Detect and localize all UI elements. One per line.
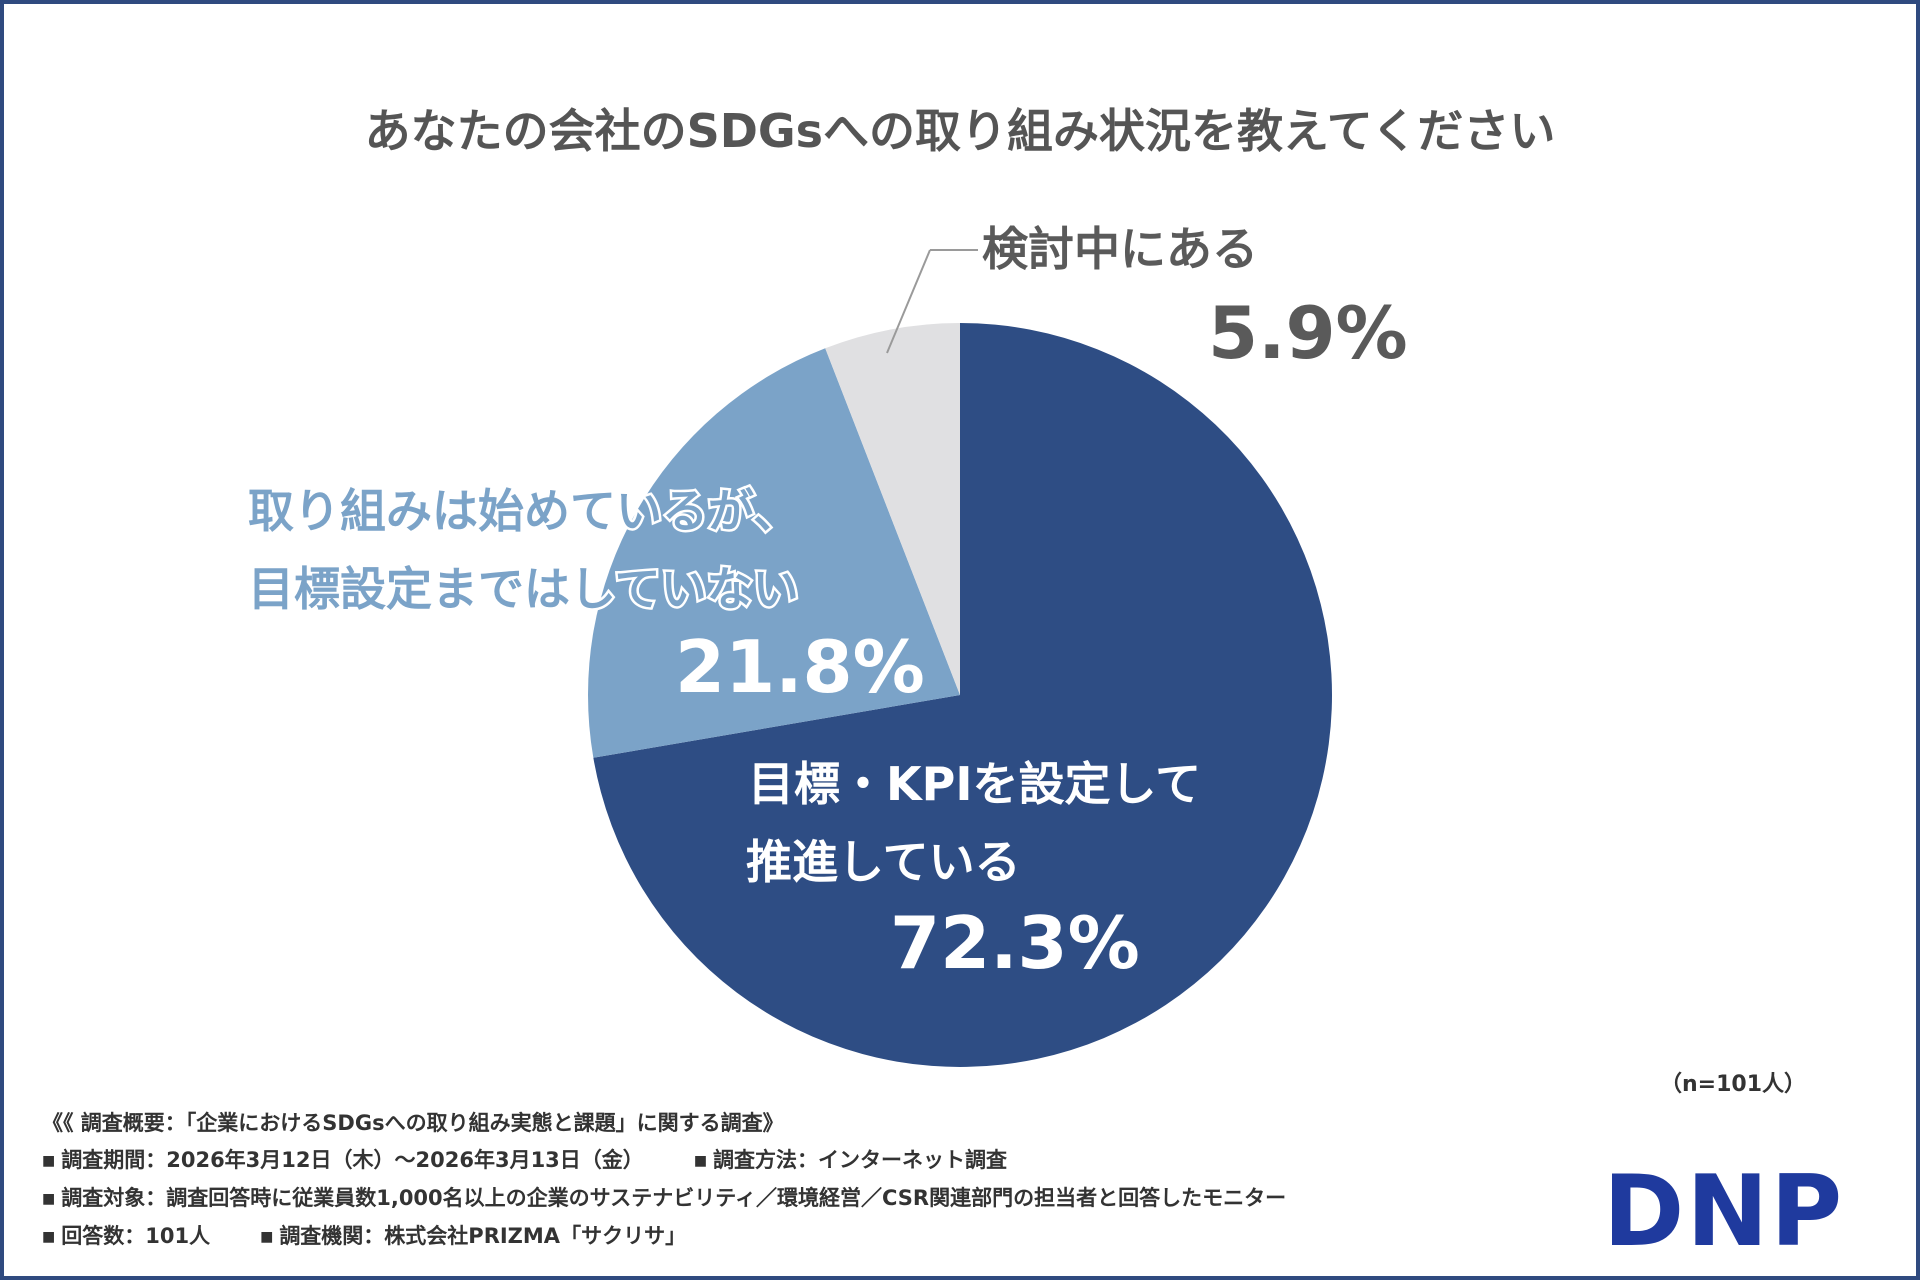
sample-size-note: （n=101人） bbox=[1660, 1072, 1807, 1097]
survey-heading: 《《 調査概要：「企業におけるSDGsへの取り組み実態と課題」に関する調査》 bbox=[42, 1111, 784, 1135]
dnp-logo: DNP bbox=[1603, 1155, 1845, 1269]
bullet-icon: ■ bbox=[42, 1229, 56, 1245]
chart-title: あなたの会社のSDGsへの取り組み状況を教えてください bbox=[364, 104, 1556, 158]
survey-respondents: 回答数：101人 bbox=[61, 1224, 211, 1248]
bullet-icon: ■ bbox=[693, 1153, 708, 1169]
slice-value-kpi: 72.3% bbox=[890, 901, 1140, 985]
survey-period-row: ■ 調査期間：2026年3月12日（木）～2026年3月13日（金） ■ 調査方法：イ… bbox=[42, 1142, 1286, 1180]
survey-period: 調査期間：2026年3月12日（木）～2026年3月13日（金） bbox=[61, 1148, 644, 1172]
survey-summary: 《《 調査概要：「企業におけるSDGsへの取り組み実態と課題」に関する調査》 ■… bbox=[42, 1105, 1286, 1256]
survey-target: 調査対象：調査回答時に従業員数1,000名以上の企業のサステナビリティ／環境経営… bbox=[61, 1186, 1287, 1210]
slice-label-kpi-line2: 推進している bbox=[746, 835, 1021, 889]
leader-line-considering bbox=[886, 249, 931, 354]
pie-slice-kpi bbox=[593, 323, 1332, 1067]
bullet-icon: ■ bbox=[260, 1229, 274, 1245]
slice-label-kpi-line1: 目標・KPIを設定して bbox=[748, 757, 1201, 811]
survey-organization: 調査機関：株式会社PRIZMA「サクリサ」 bbox=[279, 1224, 687, 1248]
survey-target-row: ■ 調査対象：調査回答時に従業員数1,000名以上の企業のサステナビリティ／環境経… bbox=[42, 1180, 1286, 1218]
survey-method: 調査方法：インターネット調査 bbox=[713, 1148, 1008, 1172]
survey-respondents-row: ■ 回答数：101人 ■ 調査機関：株式会社PRIZMA「サクリサ」 bbox=[42, 1218, 1286, 1256]
slice-value-started: 21.8% bbox=[675, 625, 925, 709]
slice-label-considering: 検討中にある bbox=[982, 222, 1258, 276]
bullet-icon: ■ bbox=[42, 1153, 56, 1169]
bullet-icon: ■ bbox=[42, 1191, 56, 1207]
slice-value-considering: 5.9% bbox=[1208, 291, 1408, 375]
pie-slice-started bbox=[588, 348, 960, 758]
pie-slice-considering bbox=[825, 323, 960, 695]
slice-label-started-line2: 目標設定まではしていない bbox=[248, 562, 799, 616]
slice-label-started-line1: 取り組みは始めているが、 bbox=[248, 484, 799, 538]
